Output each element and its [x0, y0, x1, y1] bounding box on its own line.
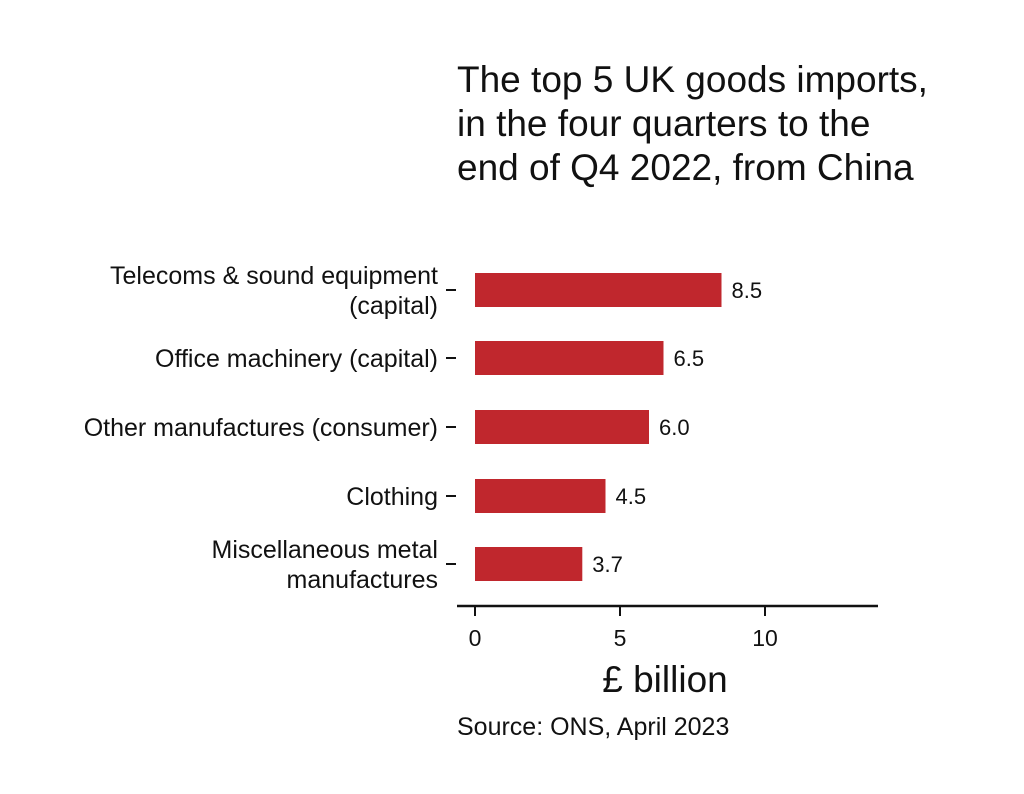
source-note: Source: ONS, April 2023 — [457, 713, 730, 741]
category-label-3-0: Clothing — [346, 483, 438, 511]
value-label-4: 3.7 — [592, 552, 623, 577]
chart-title: The top 5 UK goods imports, in the four … — [457, 59, 928, 188]
x-tick-label-2: 10 — [752, 625, 778, 651]
x-axis-title: £ billion — [602, 659, 727, 700]
bar-3 — [475, 479, 606, 513]
category-label-4-0: Miscellaneous metal — [212, 536, 439, 564]
category-label-0-1: (capital) — [349, 292, 438, 320]
category-label-4-1: manufactures — [287, 566, 438, 594]
bar-0 — [475, 273, 722, 307]
bar-1 — [475, 341, 664, 375]
category-labels: Telecoms & sound equipment(capital) Offic… — [84, 262, 456, 594]
category-label-2-0: Other manufactures (consumer) — [84, 414, 438, 442]
bar-4 — [475, 547, 583, 581]
value-label-3: 4.5 — [616, 484, 647, 509]
bar-2 — [475, 410, 649, 444]
value-label-0: 8.5 — [732, 278, 763, 303]
bars-layer: 8.5 6.5 6.0 4.5 3.7 — [475, 273, 762, 581]
value-label-2: 6.0 — [659, 415, 690, 440]
category-label-1-0: Office machinery (capital) — [155, 345, 438, 373]
x-tick-label-1: 5 — [614, 625, 627, 651]
x-tick-label-0: 0 — [469, 625, 482, 651]
value-label-1: 6.5 — [674, 346, 705, 371]
x-axis: 0 5 10 — [457, 604, 878, 651]
category-label-0-0: Telecoms & sound equipment — [110, 262, 438, 290]
